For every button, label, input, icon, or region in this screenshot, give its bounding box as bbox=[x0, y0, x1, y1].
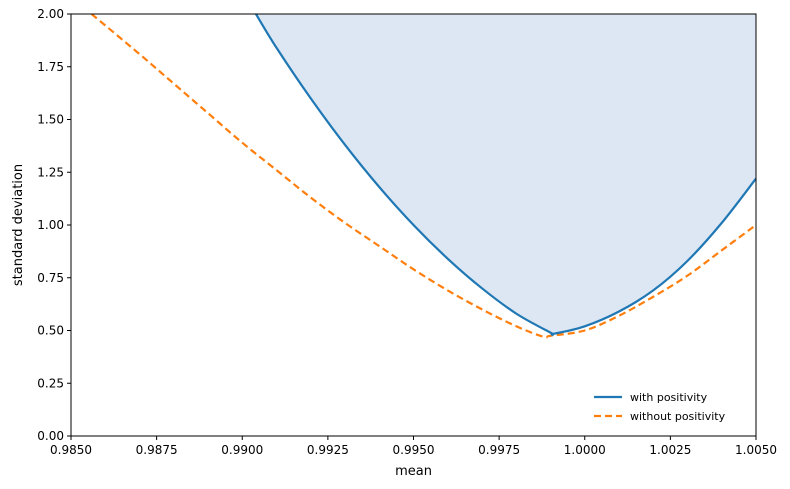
x-axis-label: mean bbox=[395, 464, 432, 479]
y-axis-label: standard deviation bbox=[11, 164, 26, 286]
legend-label-with-positivity: with positivity bbox=[630, 391, 708, 404]
x-tick-label: 0.9850 bbox=[50, 443, 92, 457]
y-tick-label: 1.25 bbox=[37, 165, 64, 179]
legend: with positivity without positivity bbox=[594, 391, 726, 423]
y-tick-label: 1.00 bbox=[37, 218, 64, 232]
y-tick-label: 0.50 bbox=[37, 324, 64, 338]
x-tick-label: 1.0000 bbox=[564, 443, 606, 457]
x-tick-label: 0.9900 bbox=[221, 443, 263, 457]
series-line-with-positivity bbox=[255, 14, 756, 336]
x-tick-label: 0.9925 bbox=[307, 443, 349, 457]
y-tick-label: 1.50 bbox=[37, 113, 64, 127]
legend-label-without-positivity: without positivity bbox=[630, 410, 726, 423]
y-tick-label: 0.75 bbox=[37, 271, 64, 285]
series-line-without-positivity bbox=[90, 14, 756, 339]
feasible-region-fill bbox=[255, 14, 756, 335]
x-tick-label: 1.0025 bbox=[649, 443, 691, 457]
x-tick-label: 0.9950 bbox=[393, 443, 435, 457]
y-tick-label: 0.00 bbox=[37, 429, 64, 443]
y-tick-label: 1.75 bbox=[37, 60, 64, 74]
x-tick-label: 0.9875 bbox=[136, 443, 178, 457]
y-tick-label: 2.00 bbox=[37, 7, 64, 21]
y-tick-label: 0.25 bbox=[37, 376, 64, 390]
x-tick-label: 1.0050 bbox=[735, 443, 777, 457]
x-tick-label: 0.9975 bbox=[478, 443, 520, 457]
